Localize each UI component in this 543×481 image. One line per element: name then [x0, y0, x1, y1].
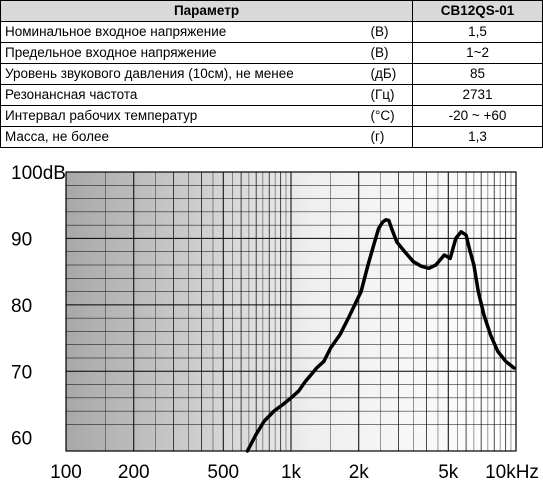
model-column-header: CB12QS-01 [412, 0, 543, 22]
unit-cell: (В) [366, 42, 414, 64]
table-row: Масса, не более (г) 1,3 [0, 126, 543, 148]
value-cell: 1,5 [412, 21, 543, 43]
y-axis-labels: 100dB 90 80 70 60 [11, 165, 66, 450]
param-cell: Резонансная частота [0, 84, 367, 106]
plot-frame [65, 171, 517, 452]
spec-table: Параметр CB12QS-01 Номинальное входное н… [0, 0, 543, 148]
grid-lines [65, 171, 517, 451]
param-column-header: Параметр [0, 0, 414, 22]
unit-cell: (В) [366, 21, 414, 43]
param-cell: Интервал рабочих температур [0, 105, 367, 127]
x-tick-label: 100 [50, 462, 82, 481]
value-cell: 1~2 [412, 42, 543, 64]
x-axis-labels: 100 200 500 1k 2k 5k 10kHz [50, 462, 539, 481]
param-cell: Масса, не более [0, 126, 367, 148]
x-tick-label: 200 [118, 462, 150, 481]
y-tick-label: 100dB [11, 165, 66, 184]
x-tick-label: 10kHz [485, 462, 539, 481]
response-curve [245, 218, 516, 453]
value-cell: 85 [412, 63, 543, 85]
table-row: Уровень звукового давления (10см), не ме… [0, 63, 543, 85]
param-cell: Предельное входное напряжение [0, 42, 367, 64]
table-row: Интервал рабочих температур (°C) -20 ~ +60 [0, 105, 543, 127]
x-tick-label: 2k [349, 462, 370, 481]
y-tick-label: 90 [11, 229, 32, 250]
unit-cell: (г) [366, 126, 414, 148]
value-cell: 1,3 [412, 126, 543, 148]
value-cell: -20 ~ +60 [412, 105, 543, 127]
y-tick-label: 80 [11, 296, 32, 317]
value-cell: 2731 [412, 84, 543, 106]
x-tick-label: 5k [438, 462, 459, 481]
unit-cell: (дБ) [366, 63, 414, 85]
x-tick-label: 500 [207, 462, 239, 481]
table-row: Номинальное входное напряжение (В) 1,5 [0, 21, 543, 43]
frequency-response-chart: 100dB 90 80 70 60 100 200 500 1k 2k 5k 10kHz [11, 165, 539, 481]
unit-cell: (Гц) [366, 84, 414, 106]
param-cell: Номинальное входное напряжение [0, 21, 367, 43]
table-row: Предельное входное напряжение (В) 1~2 [0, 42, 543, 64]
x-tick-label: 1k [281, 462, 302, 481]
y-tick-label: 70 [11, 362, 32, 383]
spec-table-body: Номинальное входное напряжение (В) 1,5 Пред… [0, 21, 543, 148]
unit-cell: (°C) [366, 105, 414, 127]
param-cell: Уровень звукового давления (10см), не ме… [0, 63, 367, 85]
table-row: Резонансная частота (Гц) 2731 [0, 84, 543, 106]
table-header-row: Параметр CB12QS-01 [0, 0, 543, 22]
y-tick-label: 60 [11, 429, 32, 450]
